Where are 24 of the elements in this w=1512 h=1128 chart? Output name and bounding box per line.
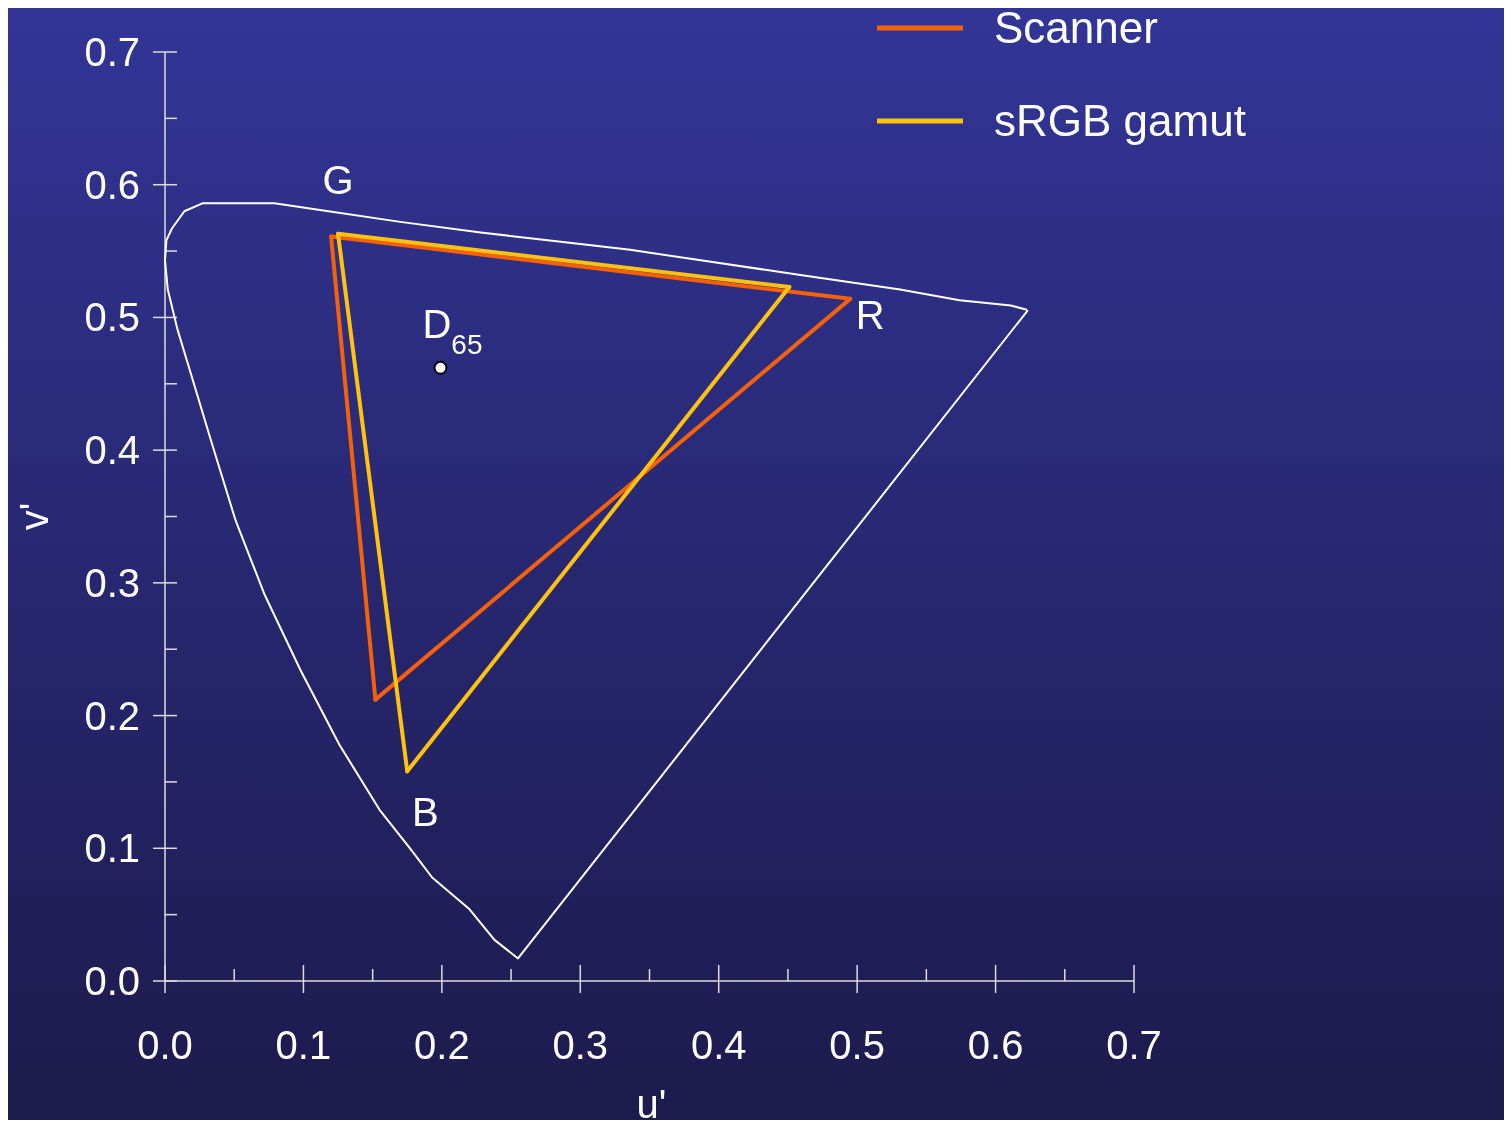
y-tick-label: 0.3 — [84, 560, 140, 605]
y-tick-label: 0.5 — [84, 295, 140, 340]
y-tick-label: 0.6 — [84, 162, 140, 207]
annotation: B — [411, 790, 439, 835]
legend-label: Scanner — [994, 3, 1158, 52]
x-tick-label: 0.6 — [967, 1023, 1024, 1067]
x-tick-label: 0.2 — [414, 1023, 470, 1067]
y-tick-label: 0.2 — [84, 693, 140, 738]
annotation: G — [322, 157, 354, 202]
y-tick-label: 0.7 — [84, 30, 140, 74]
y-tick-label: 0.1 — [84, 826, 140, 871]
x-tick-label: 0.0 — [137, 1023, 193, 1067]
y-axis-title: v' — [12, 502, 56, 531]
x-tick-label: 0.3 — [552, 1023, 609, 1067]
x-tick-label: 0.7 — [1106, 1023, 1162, 1067]
x-tick-label: 0.1 — [275, 1023, 332, 1067]
legend-label: sRGB gamut — [994, 96, 1246, 145]
y-tick-label: 0.4 — [84, 428, 140, 473]
x-axis-title: u' — [636, 1082, 667, 1126]
annotation: D$_{65}$ — [422, 301, 483, 360]
annotation: R — [855, 292, 885, 337]
y-tick-label: 0.0 — [84, 959, 140, 1003]
x-tick-label: 0.5 — [829, 1023, 885, 1067]
x-tick-label: 0.4 — [690, 1023, 747, 1067]
